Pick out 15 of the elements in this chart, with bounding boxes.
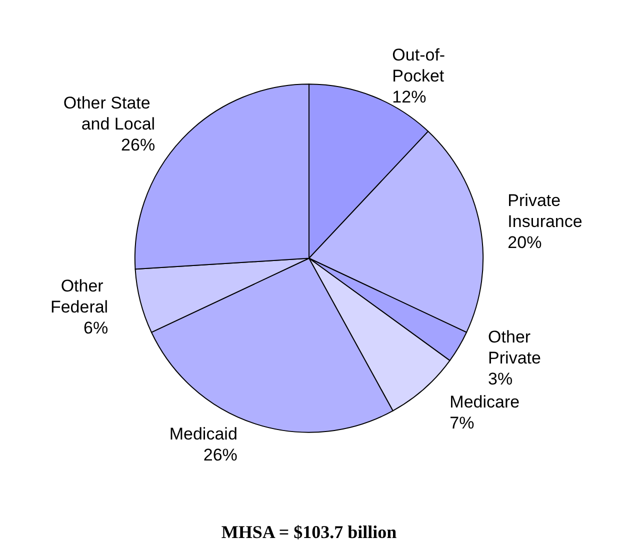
slice-label: Medicare — [450, 392, 520, 412]
data-label: 12% — [392, 87, 426, 106]
data-label: 26% — [121, 136, 156, 155]
data-label: 3% — [488, 370, 513, 389]
slice-label: Out-of-Pocket — [392, 45, 446, 86]
data-label: 26% — [203, 446, 238, 465]
data-label: 7% — [450, 414, 474, 433]
slice-label: Other Private — [488, 328, 541, 368]
data-label: 6% — [84, 318, 108, 338]
slice-label: Other State and Local — [63, 94, 156, 134]
slice-label: Other Federal — [50, 276, 108, 317]
data-label: 20% — [508, 233, 542, 252]
slice-label: Private Insurance — [508, 191, 582, 231]
text: MHSA = $103.7 billion — [221, 522, 397, 542]
slice-label: Medicaid — [169, 424, 238, 444]
